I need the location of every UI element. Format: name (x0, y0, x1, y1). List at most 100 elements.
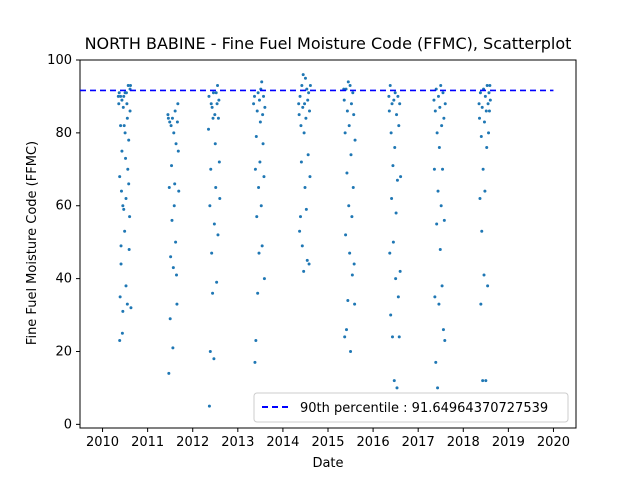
data-point (353, 138, 357, 142)
data-point (303, 76, 307, 80)
data-point (126, 167, 130, 171)
data-point (121, 105, 125, 109)
data-point (399, 175, 403, 179)
data-point (391, 164, 395, 168)
data-point (390, 196, 394, 200)
data-point (211, 291, 215, 295)
data-point (396, 295, 400, 299)
data-point (349, 349, 353, 353)
data-point (166, 116, 170, 120)
data-point (172, 131, 176, 135)
data-point (388, 251, 392, 255)
data-point (488, 84, 492, 88)
data-point (256, 91, 260, 95)
data-point (173, 109, 177, 113)
data-point (437, 302, 441, 306)
data-point (125, 116, 129, 120)
data-point (308, 109, 312, 113)
data-point (441, 328, 445, 332)
data-point (342, 98, 346, 102)
y-tick-label: 0 (64, 417, 72, 432)
data-point (209, 167, 213, 171)
data-point (432, 167, 436, 171)
data-point (443, 339, 447, 343)
data-point (347, 204, 351, 208)
data-point (442, 116, 446, 120)
data-point (345, 109, 349, 113)
data-point (175, 302, 179, 306)
data-point (122, 207, 126, 211)
x-tick-label: 2018 (447, 435, 480, 450)
data-point (255, 215, 259, 219)
data-point (207, 404, 211, 408)
data-point (255, 109, 259, 113)
x-tick-label: 2016 (357, 435, 390, 450)
data-point (348, 84, 352, 88)
data-point (392, 379, 396, 383)
data-point (308, 84, 312, 88)
data-point (170, 164, 174, 168)
data-point (256, 291, 260, 295)
data-point (258, 120, 262, 124)
data-point (170, 218, 174, 222)
data-point (344, 328, 348, 332)
data-point (305, 87, 309, 91)
data-point (302, 269, 306, 273)
x-tick-label: 2014 (266, 435, 299, 450)
data-point (211, 116, 215, 120)
data-point (479, 135, 483, 139)
data-point (486, 284, 490, 288)
data-point (253, 167, 257, 171)
data-point (349, 102, 353, 106)
data-point (303, 102, 307, 106)
data-point (351, 91, 355, 95)
data-point (483, 94, 487, 98)
legend-box (253, 392, 569, 423)
data-point (298, 215, 302, 219)
y-axis-label: Fine Fuel Moisture Code (FFMC) (25, 141, 40, 345)
data-point (478, 91, 482, 95)
data-point (262, 175, 266, 179)
x-tick-label: 2017 (402, 435, 435, 450)
data-point (388, 84, 392, 88)
data-point (129, 84, 133, 88)
data-point (352, 113, 356, 117)
data-point (437, 145, 441, 149)
data-point (257, 186, 261, 190)
data-point (117, 102, 121, 106)
data-point (478, 196, 482, 200)
data-point (482, 120, 486, 124)
data-point (438, 247, 442, 251)
data-point (261, 142, 265, 146)
data-point (389, 131, 393, 135)
data-point (353, 302, 357, 306)
data-point (118, 295, 122, 299)
data-point (487, 91, 491, 95)
data-point (210, 105, 214, 109)
data-point (300, 244, 304, 248)
data-point (346, 298, 350, 302)
data-point (122, 94, 126, 98)
data-point (481, 167, 485, 171)
data-point (349, 153, 353, 157)
data-point (122, 124, 126, 128)
data-point (438, 105, 442, 109)
data-point (259, 204, 263, 208)
x-tick-label: 2020 (537, 435, 570, 450)
x-tick-label: 2015 (311, 435, 344, 450)
data-point (217, 160, 221, 164)
data-point (173, 182, 177, 186)
data-point (433, 295, 437, 299)
data-point (487, 109, 491, 113)
data-point (127, 138, 131, 142)
data-point (254, 135, 258, 139)
data-point (171, 266, 175, 270)
data-point (484, 379, 488, 383)
data-point (434, 360, 438, 364)
data-point (298, 94, 302, 98)
y-tick-label: 20 (55, 344, 72, 359)
data-point (121, 204, 125, 208)
data-point (306, 98, 310, 102)
data-point (126, 84, 130, 88)
data-point (167, 371, 171, 375)
